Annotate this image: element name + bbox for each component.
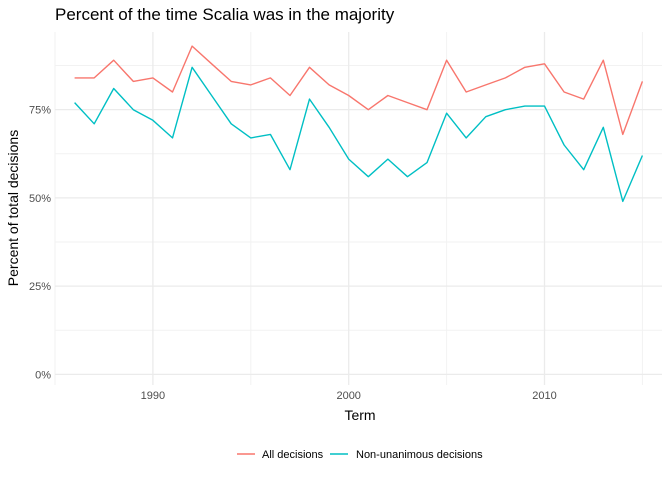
x-tick-label: 2000 (336, 390, 360, 402)
y-axis-title: Percent of total decisions (5, 130, 21, 286)
grid-layer (54, 32, 662, 385)
series-line-non-unanimous-decisions (74, 66, 644, 203)
series-layer (74, 45, 644, 203)
chart-title: Percent of the time Scalia was in the ma… (55, 5, 395, 24)
legend-label-non-unanimous-decisions: Non-unanimous decisions (356, 449, 483, 461)
x-tick-label: 1990 (141, 390, 165, 402)
y-tick-label: 50% (29, 193, 51, 205)
legend-label-all-decisions: All decisions (262, 449, 324, 461)
series-line-all-decisions (74, 45, 644, 136)
x-tick-label: 2010 (532, 390, 556, 402)
y-tick-label: 75% (29, 105, 51, 117)
y-tick-label: 25% (29, 281, 51, 293)
x-axis-title: Term (344, 407, 375, 423)
y-tick-label: 0% (35, 369, 51, 381)
legend: All decisions Non-unanimous decisions (237, 449, 483, 461)
tick-label-layer: 1990 2000 2010 0% 25% 50% 75% (29, 105, 557, 402)
